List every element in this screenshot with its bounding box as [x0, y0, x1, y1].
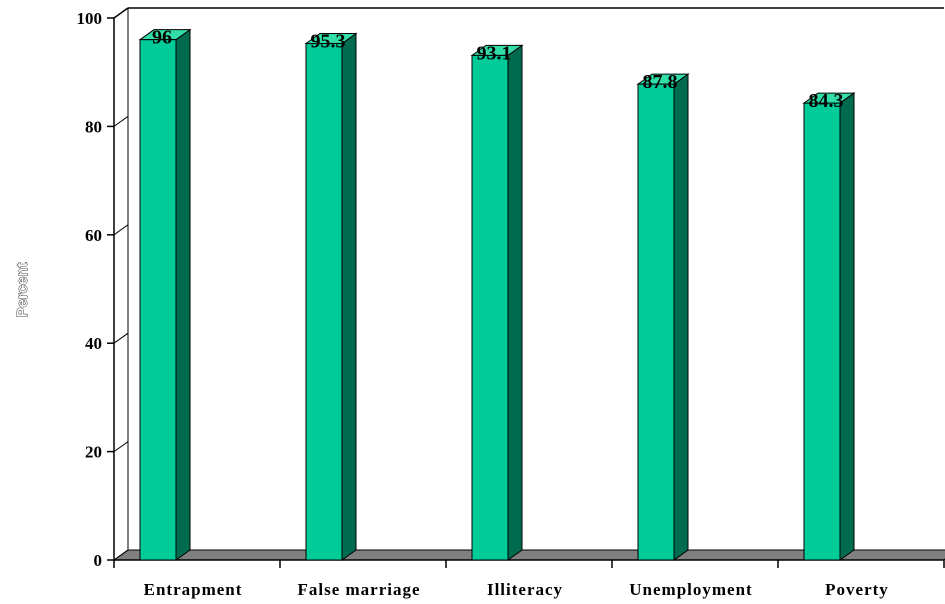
- bar: [636, 73, 690, 561]
- category-label: Illiteracy: [487, 580, 563, 599]
- category-label: Entrapment: [144, 580, 243, 599]
- bar-side-face: [673, 73, 689, 561]
- data-label: 87.8: [643, 71, 678, 93]
- bar: [470, 44, 524, 561]
- y-axis-title: Percent: [14, 262, 31, 317]
- data-label: 93.1: [477, 42, 512, 64]
- data-label: 84.3: [809, 90, 844, 112]
- bar-side-face: [839, 92, 855, 561]
- y-tick-label: 40: [85, 334, 102, 353]
- bar-side-face: [175, 28, 191, 561]
- y-ticks: 0 20 40 60 80 100: [77, 7, 129, 570]
- y-tick-depth: [113, 115, 129, 127]
- data-label: 96: [152, 27, 172, 49]
- y-tick-label: 20: [85, 443, 102, 462]
- y-tick-label: 80: [85, 117, 102, 136]
- bar: [802, 92, 856, 561]
- bar-front-face: [637, 83, 675, 561]
- y-tick-depth: [113, 332, 129, 344]
- category-labels: Entrapment False marriage Illiteracy Unempl…: [144, 580, 889, 599]
- bar: [304, 32, 358, 561]
- bar-side-face: [341, 32, 357, 561]
- bar-side-face: [507, 44, 523, 561]
- bar-front-face: [803, 102, 841, 561]
- bar-front-face: [305, 42, 343, 561]
- x-ticks: [113, 560, 945, 568]
- y-tick-depth: [113, 7, 129, 19]
- bar-front-face: [139, 39, 177, 561]
- y-tick-label: 0: [94, 551, 103, 570]
- category-label: False marriage: [297, 580, 420, 599]
- data-label: 95.3: [311, 30, 346, 52]
- category-label: Poverty: [825, 580, 889, 599]
- y-tick-depth: [113, 224, 129, 236]
- data-labels: 96 95.3 93.1 87.8 84.3: [152, 27, 844, 112]
- bar-front-face: [471, 54, 509, 561]
- y-tick-depth: [113, 441, 129, 453]
- y-tick-label: 100: [77, 9, 103, 28]
- y-tick-depth: [113, 549, 129, 561]
- bar: [138, 28, 192, 561]
- y-tick-label: 60: [85, 226, 102, 245]
- bars: [138, 28, 856, 561]
- category-label: Unemployment: [629, 580, 752, 599]
